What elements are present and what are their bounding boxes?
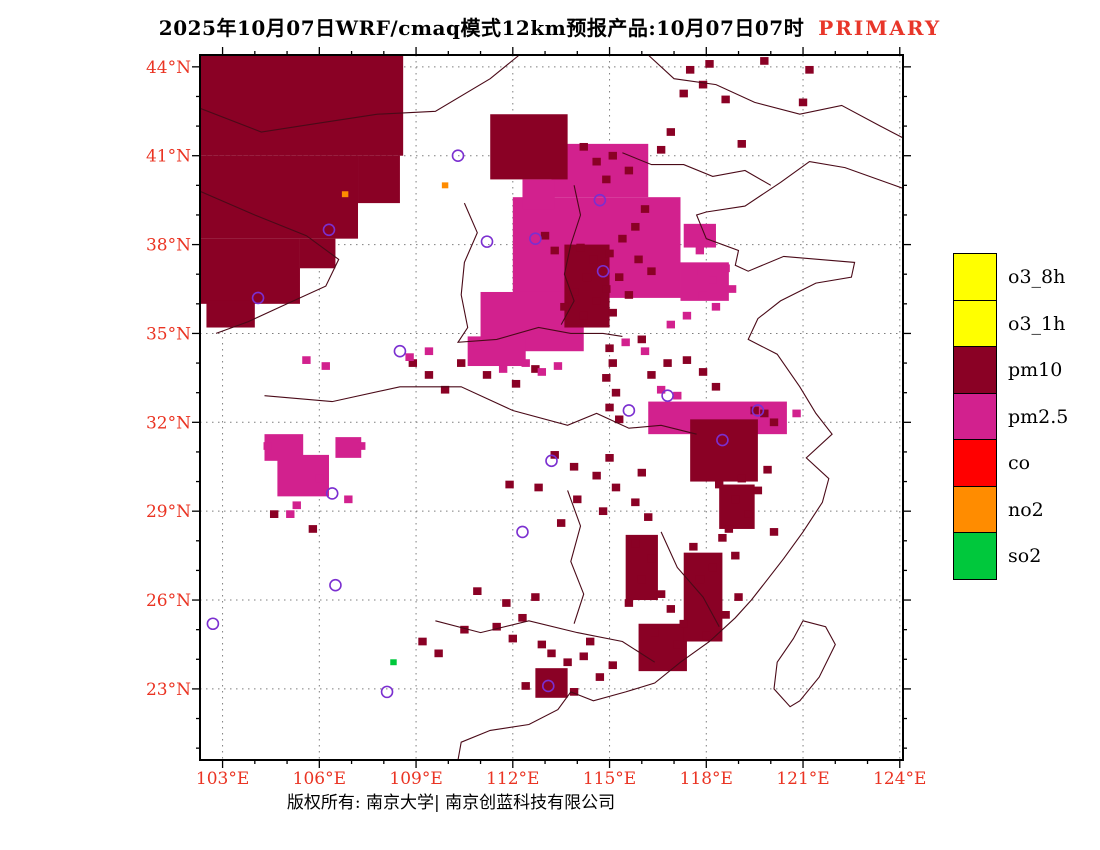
- station-marker: [393, 344, 407, 358]
- station-marker: [451, 149, 465, 163]
- legend-item-o3_1h: o3_1h: [953, 299, 1068, 348]
- lat-tick-label: 35°N: [146, 324, 191, 344]
- lon-tick-label: 121°E: [776, 769, 829, 789]
- lon-tick-label: 103°E: [196, 769, 249, 789]
- legend-swatch-o3_1h: [953, 299, 997, 348]
- lon-tick-label: 118°E: [680, 769, 733, 789]
- station-marker: [545, 454, 558, 468]
- cells-no2: [341, 182, 449, 198]
- legend-label-pm10: pm10: [1008, 359, 1063, 381]
- legend-label-o3_8h: o3_8h: [1008, 266, 1066, 288]
- lon-tick-label: 112°E: [486, 769, 539, 789]
- axis-labels: 103°E 106°E 109°E 112°E 115°E 118°E 121°E 124°E…: [146, 58, 926, 789]
- station-marker: [480, 235, 494, 248]
- title-pollutant-highlight: PRIMARY: [818, 16, 942, 40]
- lat-tick-label: 23°N: [146, 680, 191, 700]
- lat-tick-label: 26°N: [146, 591, 191, 611]
- station-marker: [325, 487, 339, 500]
- legend-item-pm10: pm10: [953, 346, 1068, 394]
- legend-swatch-pm25: [953, 392, 997, 441]
- province-boundaries: [200, 55, 903, 760]
- station-marker: [593, 193, 607, 207]
- station-marker: [529, 232, 542, 245]
- lon-tick-label: 124°E: [873, 769, 926, 789]
- legend-label-no2: no2: [1008, 498, 1044, 521]
- legend-label-co: co: [1008, 452, 1031, 474]
- station-markers: [206, 149, 765, 699]
- legend-swatch-o3_8h: [953, 253, 997, 301]
- station-marker: [622, 404, 636, 417]
- copyright-text: 版权所有: 南京大学| 南京创蓝科技有限公司: [286, 793, 616, 813]
- station-marker: [751, 404, 765, 417]
- title-text: 2025年10月07日WRF/cmaq模式12km预报产品:10月07日07时: [158, 16, 805, 40]
- legend-label-so2: so2: [1008, 545, 1042, 567]
- lon-tick-label: 106°E: [293, 769, 346, 789]
- lat-tick-label: 44°N: [146, 58, 191, 78]
- station-marker: [329, 578, 342, 592]
- legend-item-pm25: pm2.5: [953, 392, 1069, 441]
- legend-item-o3_8h: o3_8h: [953, 253, 1068, 301]
- lon-tick-label: 109°E: [389, 769, 442, 789]
- legend-label-pm25: pm2.5: [1008, 405, 1069, 428]
- lat-tick-label: 41°N: [146, 147, 191, 167]
- lat-tick-label: 32°N: [146, 413, 191, 433]
- cells-pm10: [269, 57, 814, 696]
- station-marker: [322, 223, 336, 237]
- cells-pm25: [263, 246, 801, 518]
- page-title: 2025年10月07日WRF/cmaq模式12km预报产品:10月07日07时 P…: [0, 12, 1100, 41]
- lon-tick-label: 115°E: [583, 769, 636, 789]
- pollutant-fill-layer: [200, 55, 814, 698]
- region-pm10: [200, 55, 758, 698]
- legend-label-o3_1h: o3_1h: [1008, 312, 1066, 335]
- legend-item-so2: so2: [953, 532, 1068, 580]
- axis-ticks: [192, 47, 911, 768]
- station-marker: [541, 679, 555, 693]
- station-marker: [716, 433, 729, 447]
- cells-so2: [390, 659, 397, 666]
- legend-item-co: co: [953, 439, 1068, 487]
- map-frame: [199, 54, 904, 761]
- station-marker: [251, 291, 265, 305]
- station-marker: [516, 525, 529, 539]
- station-marker: [661, 389, 674, 402]
- station-marker: [380, 685, 394, 699]
- legend-swatch-no2: [953, 485, 997, 534]
- legend: o3_8h o3_1h pm10 pm2.5 co no2 so2: [953, 253, 1068, 580]
- legend-swatch-so2: [953, 532, 997, 580]
- station-marker: [206, 617, 220, 631]
- legend-item-no2: no2: [953, 485, 1068, 534]
- legend-swatch-co: [953, 439, 997, 487]
- lat-tick-label: 29°N: [146, 502, 191, 522]
- station-marker: [596, 264, 610, 278]
- lat-tick-label: 38°N: [146, 236, 191, 256]
- legend-swatch-pm10: [953, 346, 997, 394]
